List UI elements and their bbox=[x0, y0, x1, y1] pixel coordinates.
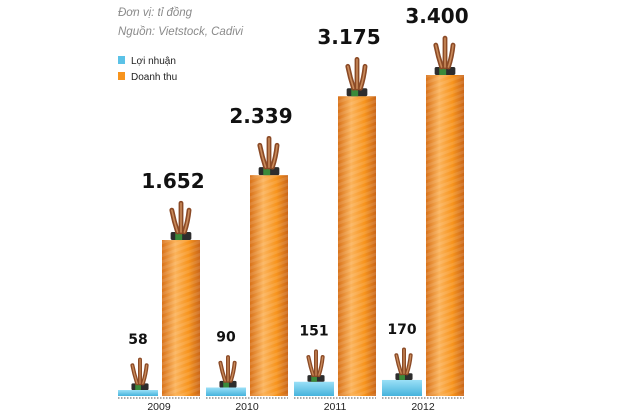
x-tick-label-2009: 2009 bbox=[147, 401, 171, 413]
cable-icon-revenue-2009 bbox=[169, 200, 192, 241]
bar-profit-2010 bbox=[206, 387, 246, 396]
legend-label-profit: Lợi nhuận bbox=[131, 56, 176, 67]
data-label-revenue-2011: 3.175 bbox=[317, 25, 380, 49]
legend-swatch-revenue bbox=[118, 72, 125, 80]
bar-revenue-texture-2009 bbox=[162, 240, 200, 396]
x-tick-label-2011: 2011 bbox=[324, 401, 347, 413]
legend-item-revenue: Doanh thu bbox=[118, 72, 177, 83]
data-label-revenue-2009: 1.652 bbox=[141, 169, 204, 193]
bar-profit-2012 bbox=[382, 379, 422, 396]
cable-icon-revenue-2010 bbox=[257, 135, 280, 176]
data-label-profit-2010: 90 bbox=[216, 330, 236, 346]
source-note: Nguồn: Vietstock, Cadivi bbox=[118, 26, 244, 38]
legend: Lợi nhuận Doanh thu bbox=[118, 56, 177, 83]
data-label-profit-2011: 151 bbox=[299, 324, 328, 340]
bar-profit-2009 bbox=[118, 390, 158, 396]
x-tick-label-2010: 2010 bbox=[235, 401, 259, 413]
bar-profit-2011 bbox=[294, 381, 334, 396]
data-label-revenue-2012: 3.400 bbox=[405, 4, 468, 28]
plot-area: 58 1.652 2009 90 2.339 2010 151 3.175 2011 170 3.4… bbox=[118, 4, 469, 413]
data-label-profit-2012: 170 bbox=[387, 322, 416, 338]
cable-icon-revenue-2011 bbox=[345, 57, 368, 97]
cable-icon-profit-2010 bbox=[218, 355, 237, 388]
bar-revenue-texture-2010 bbox=[250, 175, 288, 396]
unit-note: Đơn vị: tỉ đồng bbox=[118, 7, 193, 19]
cable-icon-profit-2012 bbox=[394, 347, 413, 380]
legend-item-profit: Lợi nhuận bbox=[118, 56, 176, 67]
cable-icon-profit-2009 bbox=[130, 357, 149, 390]
x-tick-label-2012: 2012 bbox=[411, 401, 435, 413]
bar-revenue-texture-2011 bbox=[338, 96, 376, 396]
data-label-profit-2009: 58 bbox=[128, 332, 147, 348]
cable-icon-profit-2011 bbox=[306, 349, 325, 382]
bar-revenue-texture-2012 bbox=[426, 75, 464, 396]
legend-swatch-profit bbox=[118, 56, 125, 64]
cable-icon-revenue-2012 bbox=[433, 35, 456, 75]
legend-label-revenue: Doanh thu bbox=[131, 72, 177, 83]
data-label-revenue-2010: 2.339 bbox=[229, 104, 292, 128]
